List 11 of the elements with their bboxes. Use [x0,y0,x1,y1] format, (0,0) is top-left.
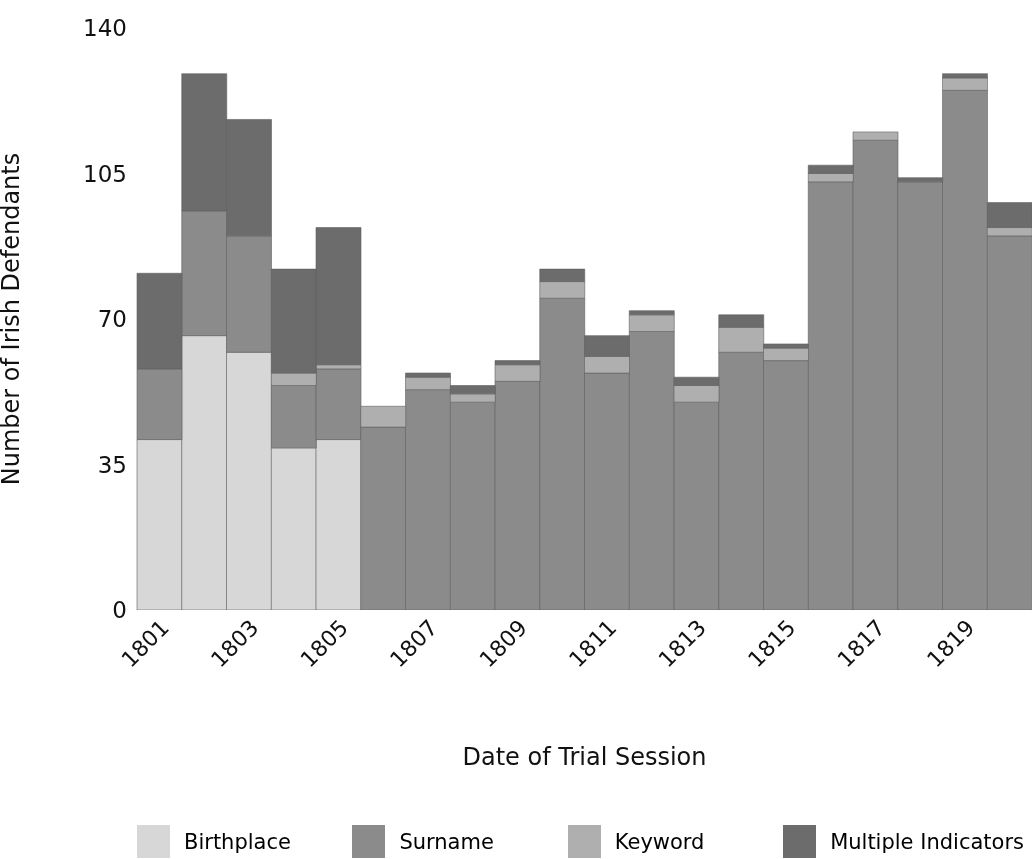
x-axis-title: Date of Trial Session [462,743,707,771]
legend-label: Surname [399,829,494,854]
legend-label: Birthplace [184,829,291,854]
y-tick-label: 0 [112,597,127,624]
y-tick-label: 105 [83,160,127,187]
legend-label: Keyword [614,829,705,854]
y-tick-label: 140 [83,15,127,42]
y-tick-label: 35 [97,451,127,478]
legend-label: Multiple Indicators [830,829,1024,854]
y-axis-title: Number of Irish Defendants [0,152,25,486]
y-tick-label: 70 [97,306,127,333]
